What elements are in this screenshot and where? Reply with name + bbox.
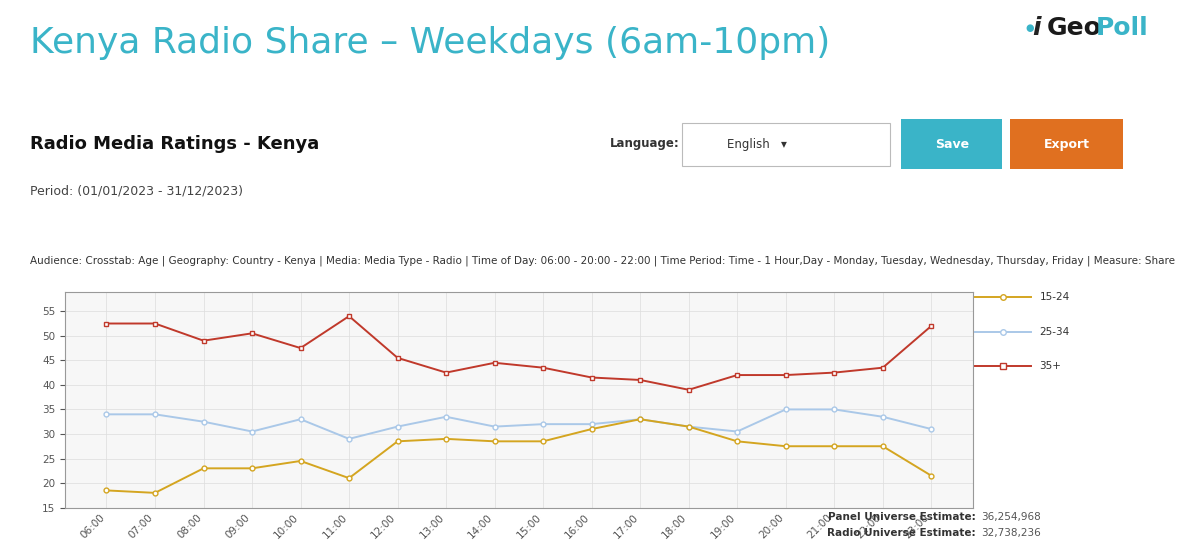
25-34	[585, 421, 599, 427]
35+	[827, 369, 841, 376]
Text: Panel Universe Estimate:: Panel Universe Estimate:	[828, 512, 976, 522]
Text: Radio Media Ratings - Kenya: Radio Media Ratings - Kenya	[30, 136, 319, 153]
25-34	[342, 436, 356, 442]
Text: English   ▾: English ▾	[727, 138, 786, 151]
35+	[778, 372, 792, 379]
35+	[390, 355, 404, 361]
Text: 25-34: 25-34	[1039, 327, 1070, 336]
25-34	[293, 416, 307, 422]
Line: 25-34: 25-34	[104, 407, 933, 441]
25-34	[633, 416, 648, 422]
35+	[342, 313, 356, 319]
25-34	[778, 406, 792, 413]
35+	[100, 320, 114, 327]
15-24	[439, 436, 453, 442]
15-24	[682, 423, 696, 430]
Text: Geo: Geo	[1047, 16, 1102, 39]
Text: 36,254,968: 36,254,968	[981, 512, 1041, 522]
35+	[148, 320, 162, 327]
FancyBboxPatch shape	[901, 119, 1002, 170]
Text: 15-24: 15-24	[1039, 292, 1070, 302]
35+	[487, 360, 502, 366]
25-34	[731, 428, 745, 435]
25-34	[827, 406, 841, 413]
25-34	[100, 411, 114, 417]
15-24	[342, 475, 356, 481]
35+	[731, 372, 745, 379]
15-24	[924, 472, 938, 479]
35+	[633, 377, 648, 383]
Text: Save: Save	[935, 138, 969, 151]
15-24	[148, 490, 162, 496]
Text: Poll: Poll	[1096, 16, 1148, 39]
35+	[875, 364, 890, 371]
15-24	[100, 487, 114, 494]
15-24	[197, 465, 211, 471]
35+	[682, 387, 696, 393]
15-24	[390, 438, 404, 444]
15-24	[536, 438, 550, 444]
15-24	[293, 458, 307, 464]
Text: 32,738,236: 32,738,236	[981, 528, 1041, 538]
25-34	[536, 421, 550, 427]
25-34	[682, 423, 696, 430]
Text: 35+: 35+	[1039, 361, 1061, 371]
15-24	[244, 465, 259, 471]
25-34	[924, 426, 938, 433]
Text: Audience: Crosstab: Age | Geography: Country - Kenya | Media: Media Type - Radio: Audience: Crosstab: Age | Geography: Cou…	[30, 255, 1174, 266]
25-34	[197, 418, 211, 425]
FancyBboxPatch shape	[682, 123, 890, 166]
15-24	[875, 443, 890, 449]
Text: Export: Export	[1044, 138, 1090, 151]
15-24	[585, 426, 599, 433]
35+	[244, 330, 259, 336]
25-34	[875, 414, 890, 420]
Text: ●: ●	[1026, 23, 1034, 33]
Text: Language:: Language:	[610, 137, 680, 150]
Line: 35+: 35+	[104, 314, 933, 392]
15-24	[633, 416, 648, 422]
25-34	[439, 414, 453, 420]
25-34	[244, 428, 259, 435]
25-34	[487, 423, 502, 430]
35+	[293, 345, 307, 352]
25-34	[148, 411, 162, 417]
15-24	[731, 438, 745, 444]
35+	[536, 364, 550, 371]
Line: 15-24: 15-24	[104, 417, 933, 495]
Text: Period: (01/01/2023 - 31/12/2023): Period: (01/01/2023 - 31/12/2023)	[30, 184, 243, 197]
35+	[585, 374, 599, 381]
35+	[439, 369, 453, 376]
Text: Kenya Radio Share – Weekdays (6am-10pm): Kenya Radio Share – Weekdays (6am-10pm)	[30, 26, 830, 60]
Text: i: i	[1032, 16, 1040, 39]
15-24	[487, 438, 502, 444]
15-24	[827, 443, 841, 449]
35+	[924, 323, 938, 329]
Text: Radio Universe Estimate:: Radio Universe Estimate:	[827, 528, 976, 538]
15-24	[778, 443, 792, 449]
25-34	[390, 423, 404, 430]
FancyBboxPatch shape	[1010, 119, 1123, 170]
35+	[197, 338, 211, 344]
